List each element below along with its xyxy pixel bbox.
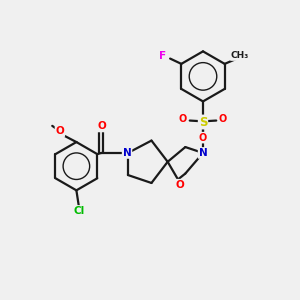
Text: O: O xyxy=(199,133,207,142)
Text: F: F xyxy=(159,51,166,61)
Text: O: O xyxy=(56,126,64,136)
Text: CH₃: CH₃ xyxy=(231,51,249,60)
Text: S: S xyxy=(199,116,207,128)
Text: O: O xyxy=(175,180,184,190)
Text: N: N xyxy=(123,148,131,158)
Text: Cl: Cl xyxy=(73,206,84,216)
Text: N: N xyxy=(199,148,207,158)
Text: O: O xyxy=(97,122,106,131)
Text: O: O xyxy=(179,114,187,124)
Text: O: O xyxy=(219,114,227,124)
